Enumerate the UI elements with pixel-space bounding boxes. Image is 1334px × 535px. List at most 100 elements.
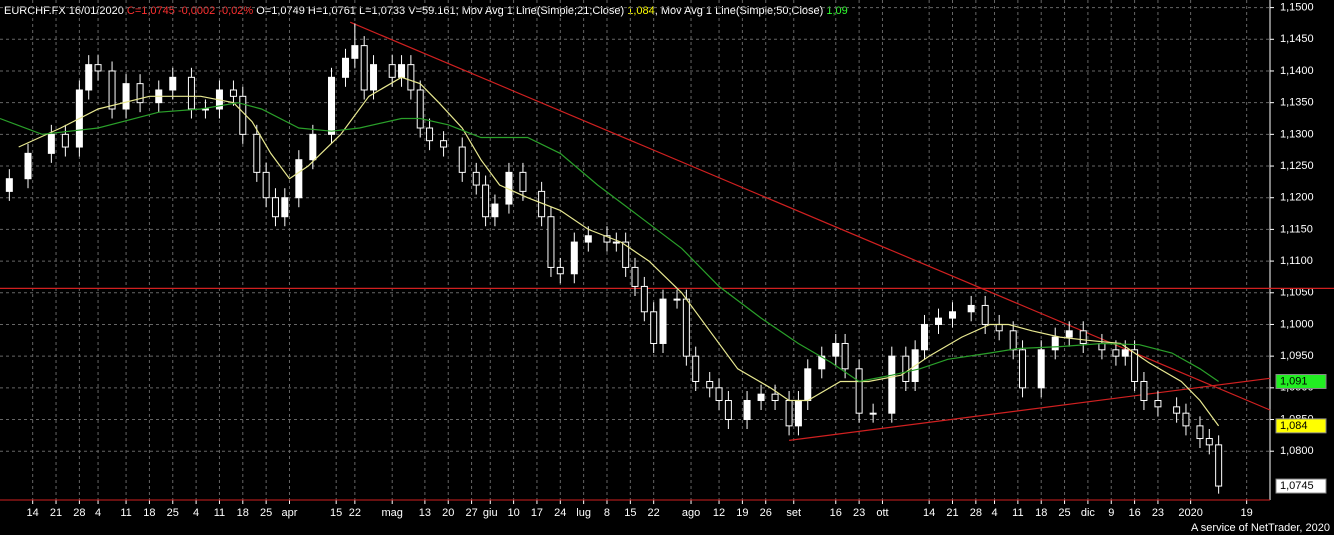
- candle-body: [902, 355, 910, 382]
- candle-body: [692, 355, 700, 382]
- candle-body: [659, 298, 667, 344]
- x-tick-label: 20: [442, 507, 454, 519]
- candle-body: [482, 184, 490, 218]
- candle-body: [1051, 336, 1059, 351]
- x-tick-label: 23: [853, 507, 865, 519]
- y-tick-label: 1,1250: [1280, 160, 1314, 172]
- candle-body: [440, 140, 448, 148]
- x-tick-label: 21: [50, 507, 62, 519]
- candle-body: [682, 298, 690, 357]
- candle-body: [108, 70, 116, 110]
- y-tick-label: 1,1450: [1280, 33, 1314, 45]
- x-tick-label: lug: [576, 507, 591, 519]
- price-label-box: [1275, 478, 1327, 494]
- candle-body: [673, 298, 681, 301]
- candle-body: [370, 64, 378, 91]
- candle-body: [794, 400, 802, 427]
- candle-body: [706, 380, 714, 389]
- price-label-box: [1275, 373, 1327, 389]
- x-tick-label: 16: [1128, 507, 1140, 519]
- y-tick-label: 1,1150: [1280, 223, 1313, 235]
- y-tick-label: 1,1300: [1280, 128, 1314, 140]
- candle-body: [281, 197, 289, 218]
- x-tick-label: 15: [624, 507, 636, 519]
- x-tick-label: 8: [604, 507, 610, 519]
- trend-line: [349, 21, 1271, 411]
- candle-body: [715, 387, 723, 402]
- title-part: 1,084: [627, 5, 655, 17]
- y-tick-label: 1,0950: [1280, 350, 1314, 362]
- x-tick-label: 25: [260, 507, 272, 519]
- candle-body: [640, 285, 648, 313]
- title-part: C=1,0745 -0,0002 -0,02%: [127, 5, 256, 17]
- y-tick-label: 1,1100: [1280, 255, 1313, 267]
- candle-body: [519, 171, 527, 192]
- y-tick-label: 1,1500: [1280, 2, 1314, 14]
- x-tick-label: ott: [876, 507, 888, 519]
- candle-body: [398, 64, 406, 78]
- candle-body: [239, 95, 247, 135]
- y-tick-label: 1,1000: [1280, 318, 1314, 330]
- y-tick-label: 1,1050: [1280, 287, 1314, 299]
- x-tick-label: 23: [1152, 507, 1164, 519]
- candle-body: [556, 266, 564, 275]
- candle-body: [757, 393, 765, 402]
- candle-body: [622, 241, 630, 268]
- candle-body: [458, 146, 466, 173]
- y-tick-label: 1,1200: [1280, 192, 1314, 204]
- candle-body: [804, 368, 812, 402]
- x-tick-label: 4: [95, 507, 101, 519]
- price-label: 1,0745: [1280, 480, 1314, 492]
- x-tick-label: 25: [167, 507, 179, 519]
- candle-body: [407, 64, 415, 91]
- candle-body: [584, 235, 592, 243]
- x-tick-label: ago: [682, 507, 700, 519]
- candle-body: [136, 83, 144, 104]
- y-tick-label: 1,1350: [1280, 97, 1314, 109]
- x-tick-label: 9: [1108, 507, 1114, 519]
- x-tick-label: 19: [1241, 507, 1253, 519]
- title-part: , Mov Avg 1 Line(Simple;50;Close): [655, 5, 827, 17]
- candle-body: [1140, 380, 1148, 402]
- x-tick-label: 2020: [1178, 507, 1202, 519]
- x-tick-label: 18: [237, 507, 249, 519]
- candle-body: [309, 133, 317, 161]
- candle-body: [743, 400, 751, 421]
- x-tick-label: 28: [970, 507, 982, 519]
- candle-body: [122, 83, 130, 110]
- moving-average: [18, 76, 1220, 427]
- candle-body: [1098, 342, 1106, 351]
- x-tick-label: 24: [554, 507, 566, 519]
- candle-body: [841, 342, 849, 370]
- x-tick-label: 13: [419, 507, 431, 519]
- x-tick-label: 12: [713, 507, 725, 519]
- candle-body: [426, 127, 434, 142]
- x-tick-label: 10: [507, 507, 519, 519]
- candle-body: [612, 241, 620, 244]
- x-tick-label: 22: [349, 507, 361, 519]
- x-tick-label: 11: [214, 507, 225, 519]
- candle-body: [295, 159, 303, 199]
- candle-body: [1019, 349, 1027, 389]
- candle-body: [1079, 330, 1087, 344]
- x-tick-label: set: [786, 507, 801, 519]
- candle-body: [24, 152, 32, 180]
- candle-body: [85, 64, 93, 91]
- x-tick-label: 21: [946, 507, 958, 519]
- x-tick-label: 19: [736, 507, 748, 519]
- candle-body: [888, 355, 896, 414]
- source: A service of NetTrader, 2020: [1191, 522, 1330, 534]
- x-tick-label: apr: [282, 507, 298, 519]
- title-part: EURCHF.FX 16/01/2020: [4, 5, 127, 17]
- y-tick-label: 1,0800: [1280, 445, 1314, 457]
- x-tick-label: 18: [143, 507, 155, 519]
- candle-body: [771, 393, 779, 402]
- candle-body: [1037, 349, 1045, 389]
- candle-body: [201, 108, 209, 111]
- candle-body: [934, 317, 942, 325]
- x-tick-label: 14: [923, 507, 935, 519]
- title-part: O=1,0749 H=1,0761 L=1,0733 V=59.161; Mov…: [256, 5, 627, 17]
- candle-body: [271, 197, 279, 218]
- title-part: 1,09: [826, 5, 847, 17]
- x-tick-label: 27: [465, 507, 477, 519]
